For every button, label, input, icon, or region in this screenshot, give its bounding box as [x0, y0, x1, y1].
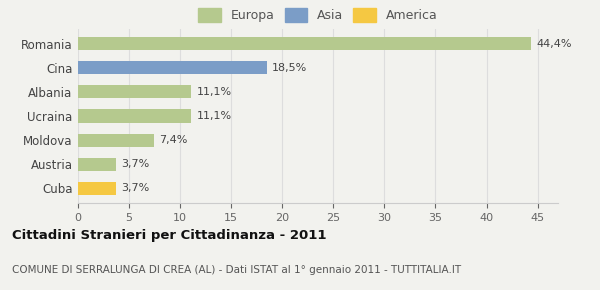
Bar	[78, 85, 191, 99]
Text: 18,5%: 18,5%	[272, 63, 307, 73]
Text: 3,7%: 3,7%	[121, 159, 149, 169]
Bar	[78, 61, 267, 74]
Bar	[78, 37, 532, 50]
Bar	[78, 133, 154, 147]
Bar	[78, 109, 191, 123]
Bar	[78, 158, 116, 171]
Text: 3,7%: 3,7%	[121, 184, 149, 193]
Text: 44,4%: 44,4%	[536, 39, 572, 48]
Text: 11,1%: 11,1%	[196, 111, 232, 121]
Text: COMUNE DI SERRALUNGA DI CREA (AL) - Dati ISTAT al 1° gennaio 2011 - TUTTITALIA.I: COMUNE DI SERRALUNGA DI CREA (AL) - Dati…	[12, 264, 461, 275]
Bar	[78, 182, 116, 195]
Legend: Europa, Asia, America: Europa, Asia, America	[194, 4, 442, 26]
Text: 7,4%: 7,4%	[158, 135, 187, 145]
Text: 11,1%: 11,1%	[196, 87, 232, 97]
Text: Cittadini Stranieri per Cittadinanza - 2011: Cittadini Stranieri per Cittadinanza - 2…	[12, 229, 326, 242]
